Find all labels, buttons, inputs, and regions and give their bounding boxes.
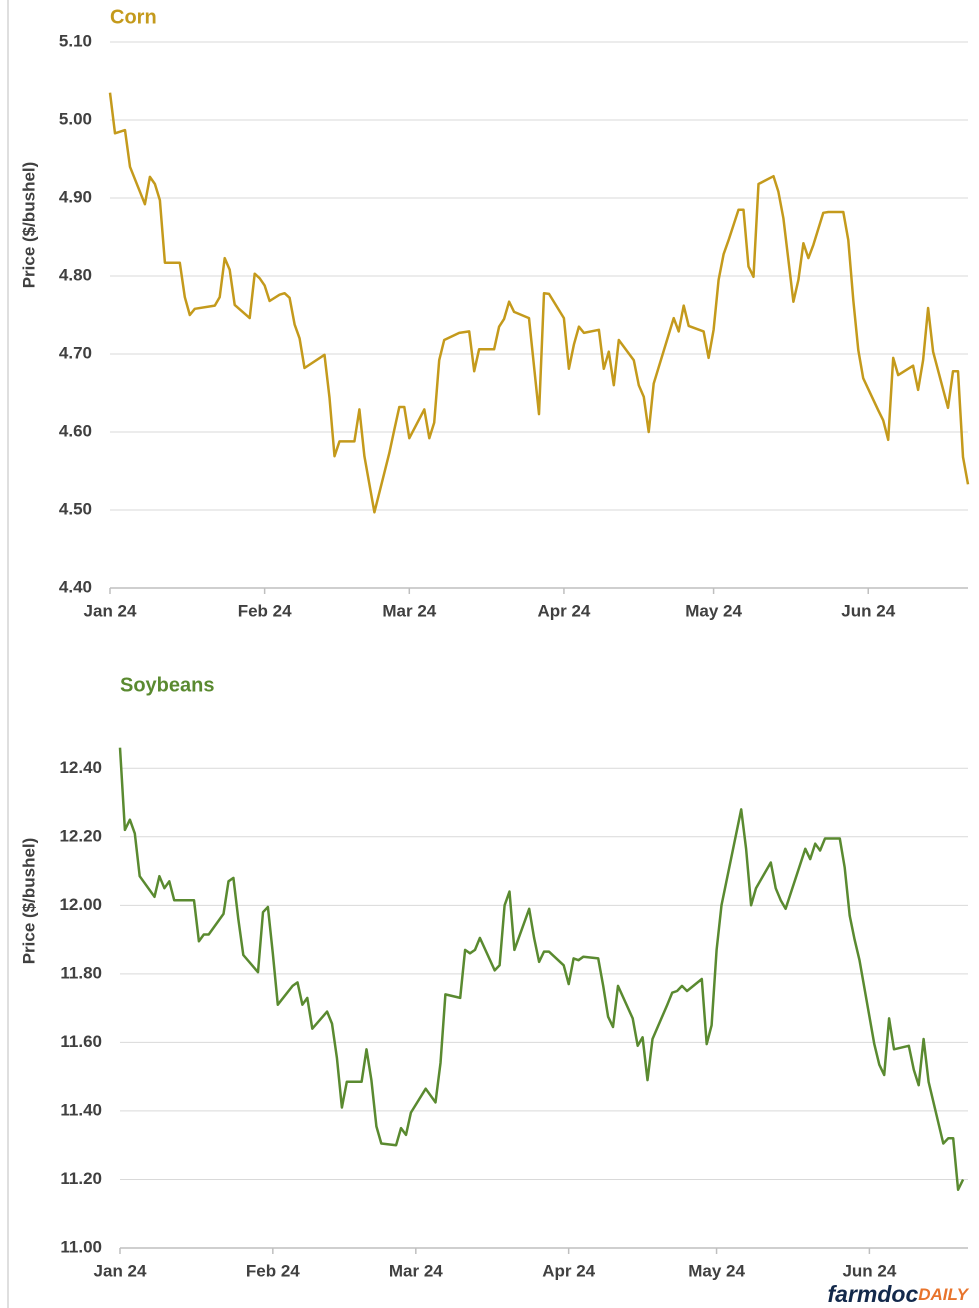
y-tick-label: 11.00 <box>60 1237 102 1256</box>
y-tick-label: 11.60 <box>60 1032 102 1051</box>
y-tick-label: 4.80 <box>59 265 92 284</box>
y-tick-label: 12.00 <box>59 895 102 914</box>
logo: farmdocDAILY <box>828 1281 970 1307</box>
y-tick-label: 4.70 <box>59 343 92 362</box>
logo-suffix: DAILY <box>918 1285 969 1304</box>
chart-title: Corn <box>110 6 157 28</box>
y-tick-label: 12.40 <box>59 758 102 777</box>
y-axis-label: Price ($/bushel) <box>19 162 38 289</box>
x-tick-label: Jun 24 <box>841 601 895 620</box>
x-tick-label: Mar 24 <box>389 1261 443 1280</box>
x-tick-label: Apr 24 <box>542 1261 595 1280</box>
logo-name: farmdoc <box>828 1281 919 1307</box>
y-tick-label: 11.20 <box>60 1169 102 1188</box>
y-tick-label: 11.40 <box>60 1100 102 1119</box>
x-tick-label: Apr 24 <box>537 601 590 620</box>
x-tick-label: Jan 24 <box>94 1261 147 1280</box>
y-tick-label: 5.00 <box>59 109 92 128</box>
x-tick-label: Jan 24 <box>84 601 137 620</box>
y-axis-label: Price ($/bushel) <box>19 838 38 965</box>
y-tick-label: 4.40 <box>59 577 92 596</box>
y-tick-label: 4.60 <box>59 421 92 440</box>
x-tick-label: May 24 <box>688 1261 745 1280</box>
y-tick-label: 4.50 <box>59 499 92 518</box>
y-tick-label: 12.20 <box>59 826 102 845</box>
x-tick-label: Feb 24 <box>246 1261 300 1280</box>
price-line <box>118 747 965 1191</box>
x-tick-label: Jun 24 <box>842 1261 896 1280</box>
x-tick-label: Feb 24 <box>238 601 292 620</box>
y-tick-label: 5.10 <box>59 31 92 50</box>
y-tick-label: 11.80 <box>60 963 102 982</box>
x-tick-label: May 24 <box>685 601 742 620</box>
x-tick-label: Mar 24 <box>382 601 436 620</box>
y-tick-label: 4.90 <box>59 187 92 206</box>
chart-title: Soybeans <box>120 674 214 696</box>
price-line <box>108 92 970 514</box>
